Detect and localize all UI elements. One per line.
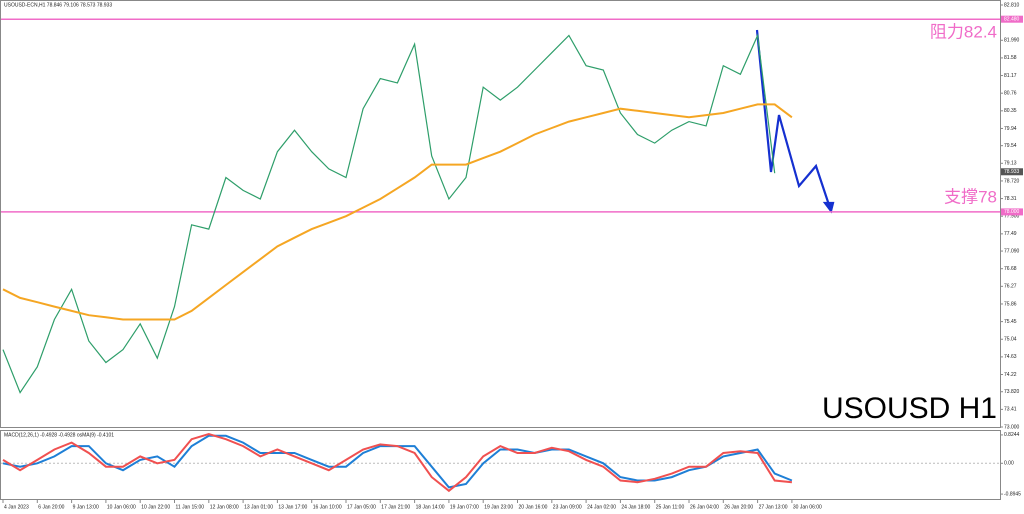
- projection-path: [755, 29, 832, 209]
- y-tick-label: 76.68: [1004, 266, 1017, 272]
- y-tick-label: 75.45: [1004, 319, 1017, 325]
- x-tick-label: 10 Jan 06:00: [107, 504, 136, 510]
- x-tick-label: 24 Jan 02:00: [587, 504, 616, 510]
- y-tick-label: 82.810: [1004, 2, 1020, 8]
- series-line: [2, 103, 793, 321]
- projection-arrow: [755, 29, 835, 214]
- x-tick-label: 20 Jan 16:00: [519, 504, 548, 510]
- x-tick-label: 30 Jan 06:00: [793, 504, 822, 510]
- x-tick-label: 11 Jan 15:00: [176, 504, 205, 510]
- x-tick-label: 23 Jan 09:00: [553, 504, 582, 510]
- series-line: [2, 432, 792, 493]
- x-tick-label: 26 Jan 20:00: [724, 504, 753, 510]
- y-tick-label: 75.04: [1004, 337, 1017, 343]
- series-line: [2, 434, 793, 489]
- support-label: 支撑78: [944, 187, 997, 206]
- y-tick-label: 79.13: [1004, 161, 1017, 167]
- y-tick-label: 0.00: [1004, 461, 1014, 467]
- y-tick-label: 81.17: [1004, 73, 1017, 79]
- x-tick-label: 6 Jan 20:00: [38, 504, 64, 510]
- y-tick-label: 81.990: [1004, 38, 1020, 44]
- level-box: [1001, 15, 1023, 23]
- y-tick-label: 79.54: [1004, 143, 1017, 149]
- x-tick-label: 25 Jan 11:00: [656, 504, 685, 510]
- y-tick-label: 77.090: [1004, 248, 1020, 254]
- x-tick-label: 26 Jan 04:00: [690, 504, 719, 510]
- price-box: [1001, 168, 1023, 176]
- y-tick-label: 74.63: [1004, 354, 1017, 360]
- level-box: [1001, 208, 1023, 216]
- y-tick-label: 79.94: [1004, 126, 1017, 132]
- x-tick-label: 13 Jan 17:00: [278, 504, 307, 510]
- y-tick-label: 78.31: [1004, 196, 1017, 202]
- y-tick-label: 78.720: [1004, 178, 1020, 184]
- y-tick-label: 76.27: [1004, 284, 1017, 290]
- x-tick-label: 16 Jan 10:00: [313, 504, 342, 510]
- chart-title: USOUSD-ECN,H1 78.846 79.106 78.573 78.93…: [4, 2, 112, 8]
- macd-frame: [0, 430, 1001, 500]
- resistance-label: 阻力82.4: [930, 22, 997, 41]
- x-tick-label: 17 Jan 21:00: [381, 504, 410, 510]
- y-tick-label: 77.49: [1004, 231, 1017, 237]
- series-line: [2, 33, 776, 394]
- y-tick-label: 74.22: [1004, 372, 1017, 378]
- level-label: 78.000: [1004, 209, 1020, 215]
- x-tick-label: 19 Jan 07:00: [450, 504, 479, 510]
- x-tick-label: 27 Jan 13:00: [759, 504, 788, 510]
- y-tick-label: 80.35: [1004, 108, 1017, 114]
- x-tick-label: 18 Jan 14:00: [416, 504, 445, 510]
- x-tick-label: 12 Jan 08:00: [210, 504, 239, 510]
- x-tick-label: 10 Jan 22:00: [141, 504, 170, 510]
- y-tick-label: 77.900: [1004, 214, 1020, 220]
- x-tick-label: 4 Jan 2023: [4, 504, 29, 510]
- y-tick-label: 75.86: [1004, 301, 1017, 307]
- y-tick-label: 73.820: [1004, 389, 1020, 395]
- arrow-head: [822, 201, 835, 214]
- main-frame: [0, 0, 1001, 428]
- x-tick-label: 17 Jan 05:00: [347, 504, 376, 510]
- y-tick-label: 81.58: [1004, 55, 1017, 61]
- price-label: 78.933: [1004, 169, 1020, 175]
- y-tick-label: 73.41: [1004, 407, 1017, 413]
- y-tick-label: 73.000: [1004, 424, 1020, 430]
- x-tick-label: 19 Jan 23:00: [484, 504, 513, 510]
- x-tick-label: 24 Jan 18:00: [621, 504, 650, 510]
- macd-title: MACD(12,26,1) -0.4928 -0.4928 osMA(9) -0…: [4, 432, 114, 438]
- symbol-label: USOUSD H1: [822, 392, 997, 425]
- y-tick-label: 0.8244: [1004, 432, 1020, 438]
- x-tick-label: 9 Jan 13:00: [73, 504, 99, 510]
- y-tick-label: -0.8945: [1004, 491, 1021, 497]
- x-tick-label: 13 Jan 01:00: [244, 504, 273, 510]
- y-tick-label: 80.76: [1004, 91, 1017, 97]
- level-label: 82.480: [1004, 17, 1020, 23]
